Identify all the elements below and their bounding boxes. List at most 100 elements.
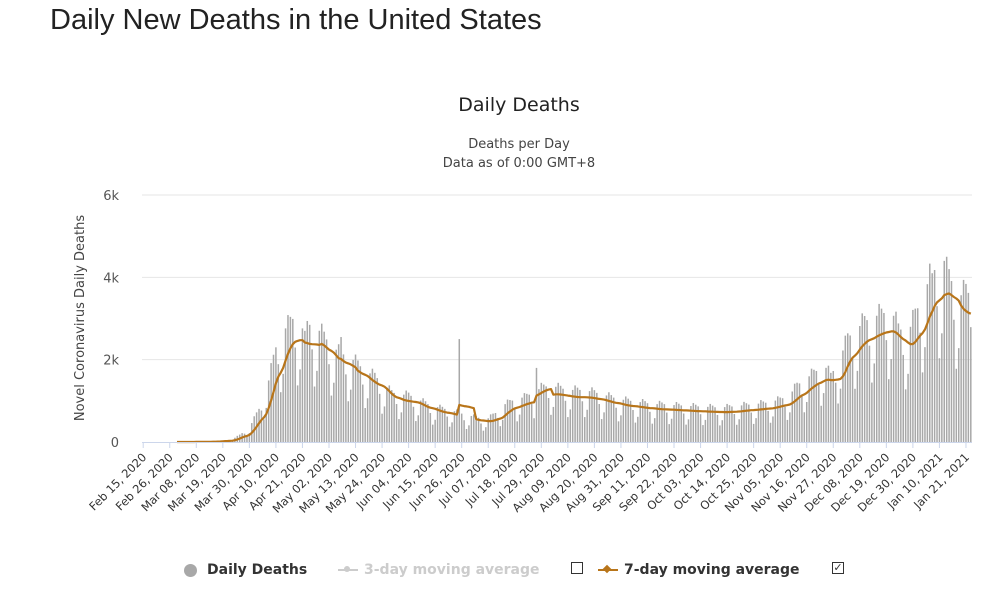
- daily-deaths-bar[interactable]: [415, 421, 417, 442]
- daily-deaths-bar[interactable]: [258, 408, 260, 442]
- daily-deaths-bar[interactable]: [412, 406, 415, 442]
- daily-deaths-bar[interactable]: [480, 423, 482, 442]
- daily-deaths-bar[interactable]: [748, 404, 750, 442]
- daily-deaths-bar[interactable]: [555, 386, 557, 442]
- daily-deaths-bar[interactable]: [827, 365, 830, 442]
- daily-deaths-bar[interactable]: [764, 402, 767, 442]
- daily-deaths-bar[interactable]: [576, 387, 579, 442]
- daily-deaths-bar[interactable]: [957, 348, 960, 442]
- daily-deaths-bar[interactable]: [883, 312, 885, 442]
- daily-deaths-bar[interactable]: [646, 403, 649, 442]
- daily-deaths-bar[interactable]: [475, 416, 477, 442]
- daily-deaths-bar[interactable]: [581, 401, 584, 442]
- daily-deaths-bar[interactable]: [514, 408, 516, 442]
- daily-deaths-bar[interactable]: [279, 392, 282, 442]
- daily-deaths-bar[interactable]: [552, 406, 555, 442]
- daily-deaths-bar[interactable]: [482, 430, 485, 442]
- daily-deaths-bar[interactable]: [962, 279, 965, 442]
- daily-deaths-bar[interactable]: [714, 407, 716, 442]
- daily-deaths-bar[interactable]: [579, 389, 581, 442]
- daily-deaths-bar[interactable]: [839, 388, 842, 442]
- daily-deaths-bar[interactable]: [323, 331, 325, 442]
- daily-deaths-bar[interactable]: [340, 337, 342, 442]
- daily-deaths-bar[interactable]: [904, 389, 907, 442]
- daily-deaths-bar[interactable]: [388, 385, 391, 442]
- daily-deaths-bar[interactable]: [931, 273, 933, 442]
- daily-deaths-bar[interactable]: [538, 389, 540, 442]
- daily-deaths-bar[interactable]: [448, 426, 451, 442]
- daily-deaths-bar[interactable]: [711, 405, 714, 442]
- daily-deaths-bar[interactable]: [282, 373, 284, 442]
- daily-deaths-bar[interactable]: [330, 395, 333, 442]
- daily-deaths-bar[interactable]: [842, 350, 844, 442]
- daily-deaths-bar[interactable]: [436, 407, 439, 442]
- daily-deaths-bar[interactable]: [362, 384, 364, 442]
- daily-deaths-bar[interactable]: [342, 354, 345, 442]
- daily-deaths-bar[interactable]: [890, 359, 892, 442]
- daily-deaths-bar[interactable]: [511, 400, 514, 442]
- daily-deaths-bar[interactable]: [313, 386, 316, 442]
- daily-deaths-bar[interactable]: [878, 303, 880, 442]
- daily-deaths-bar[interactable]: [728, 405, 731, 442]
- daily-deaths-bar[interactable]: [378, 393, 381, 442]
- daily-deaths-bar[interactable]: [743, 401, 745, 442]
- daily-deaths-bar[interactable]: [678, 403, 680, 442]
- daily-deaths-bar[interactable]: [405, 390, 407, 442]
- daily-deaths-bar[interactable]: [661, 402, 663, 442]
- daily-deaths-bar[interactable]: [687, 419, 690, 442]
- daily-deaths-bar[interactable]: [468, 425, 470, 442]
- daily-deaths-bar[interactable]: [656, 404, 658, 442]
- daily-deaths-bar[interactable]: [895, 311, 897, 442]
- daily-deaths-bar[interactable]: [403, 394, 405, 442]
- daily-deaths-bar[interactable]: [707, 406, 709, 442]
- daily-deaths-bar[interactable]: [653, 418, 656, 442]
- daily-deaths-bar[interactable]: [900, 329, 902, 442]
- daily-deaths-bar[interactable]: [885, 340, 888, 442]
- daily-deaths-bar[interactable]: [731, 406, 733, 442]
- daily-deaths-bar[interactable]: [316, 370, 318, 442]
- daily-deaths-bars[interactable]: [178, 256, 972, 443]
- daily-deaths-bar[interactable]: [926, 284, 929, 442]
- daily-deaths-bar[interactable]: [456, 409, 458, 442]
- daily-deaths-bar[interactable]: [349, 389, 352, 442]
- daily-deaths-bar[interactable]: [518, 414, 521, 442]
- daily-deaths-bar[interactable]: [584, 417, 586, 442]
- daily-deaths-bar[interactable]: [272, 354, 275, 442]
- daily-deaths-bar[interactable]: [832, 370, 835, 442]
- daily-deaths-bar[interactable]: [798, 383, 801, 442]
- daily-deaths-bar[interactable]: [390, 390, 393, 442]
- daily-deaths-bar[interactable]: [943, 260, 946, 442]
- daily-deaths-bar[interactable]: [762, 401, 765, 442]
- daily-deaths-bar[interactable]: [337, 344, 340, 442]
- daily-deaths-bar[interactable]: [296, 385, 299, 442]
- daily-deaths-bar[interactable]: [306, 320, 309, 442]
- daily-deaths-bar[interactable]: [446, 416, 448, 442]
- daily-deaths-bar[interactable]: [668, 424, 670, 442]
- daily-deaths-bar[interactable]: [644, 401, 646, 442]
- daily-deaths-bar[interactable]: [383, 406, 386, 442]
- daily-deaths-bar[interactable]: [422, 398, 424, 442]
- daily-deaths-bar[interactable]: [666, 412, 668, 442]
- daily-deaths-bar[interactable]: [960, 295, 962, 442]
- daily-deaths-bar[interactable]: [275, 347, 277, 442]
- daily-deaths-bar[interactable]: [603, 412, 605, 442]
- checkbox-3-day-average[interactable]: [571, 562, 583, 574]
- daily-deaths-bar[interactable]: [441, 406, 444, 442]
- daily-deaths-bar[interactable]: [844, 335, 847, 442]
- seven-day-average-line[interactable]: [177, 292, 972, 444]
- daily-deaths-bar[interactable]: [352, 359, 354, 442]
- daily-deaths-bar[interactable]: [641, 399, 644, 442]
- daily-deaths-bar[interactable]: [465, 428, 468, 442]
- daily-deaths-bar[interactable]: [321, 323, 323, 442]
- daily-deaths-bar[interactable]: [410, 395, 412, 442]
- daily-deaths-bar[interactable]: [897, 323, 900, 442]
- daily-deaths-bar[interactable]: [497, 417, 499, 442]
- daily-deaths-bar[interactable]: [504, 404, 506, 442]
- daily-deaths-bar[interactable]: [673, 405, 675, 442]
- daily-deaths-bar[interactable]: [941, 333, 943, 442]
- daily-deaths-bar[interactable]: [632, 410, 634, 442]
- daily-deaths-bar[interactable]: [586, 409, 588, 442]
- daily-deaths-bar[interactable]: [593, 390, 596, 442]
- daily-deaths-bar[interactable]: [439, 404, 441, 442]
- daily-deaths-bar[interactable]: [328, 364, 330, 442]
